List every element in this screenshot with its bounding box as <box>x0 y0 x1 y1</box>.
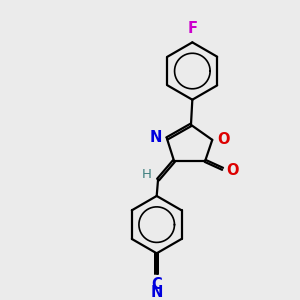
Text: O: O <box>218 132 230 147</box>
Text: F: F <box>187 21 197 36</box>
Text: O: O <box>226 163 239 178</box>
Text: N: N <box>151 285 163 300</box>
Text: C: C <box>151 277 162 292</box>
Text: N: N <box>150 130 162 145</box>
Text: H: H <box>142 168 152 181</box>
